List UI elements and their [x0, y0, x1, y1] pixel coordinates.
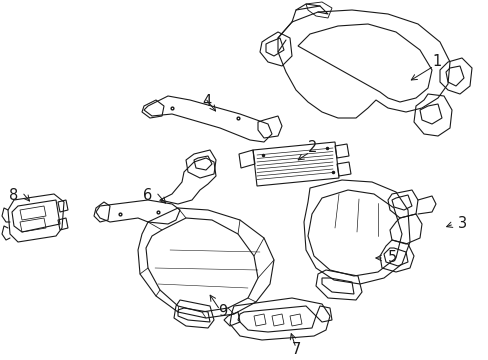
Text: 1: 1 — [431, 54, 440, 69]
Text: 9: 9 — [218, 304, 227, 319]
Text: 3: 3 — [457, 216, 466, 231]
Text: 5: 5 — [387, 251, 396, 266]
Text: 4: 4 — [202, 94, 211, 109]
Text: 2: 2 — [307, 140, 317, 156]
Text: 8: 8 — [9, 189, 18, 203]
Text: 7: 7 — [291, 342, 300, 357]
Text: 6: 6 — [142, 189, 152, 203]
